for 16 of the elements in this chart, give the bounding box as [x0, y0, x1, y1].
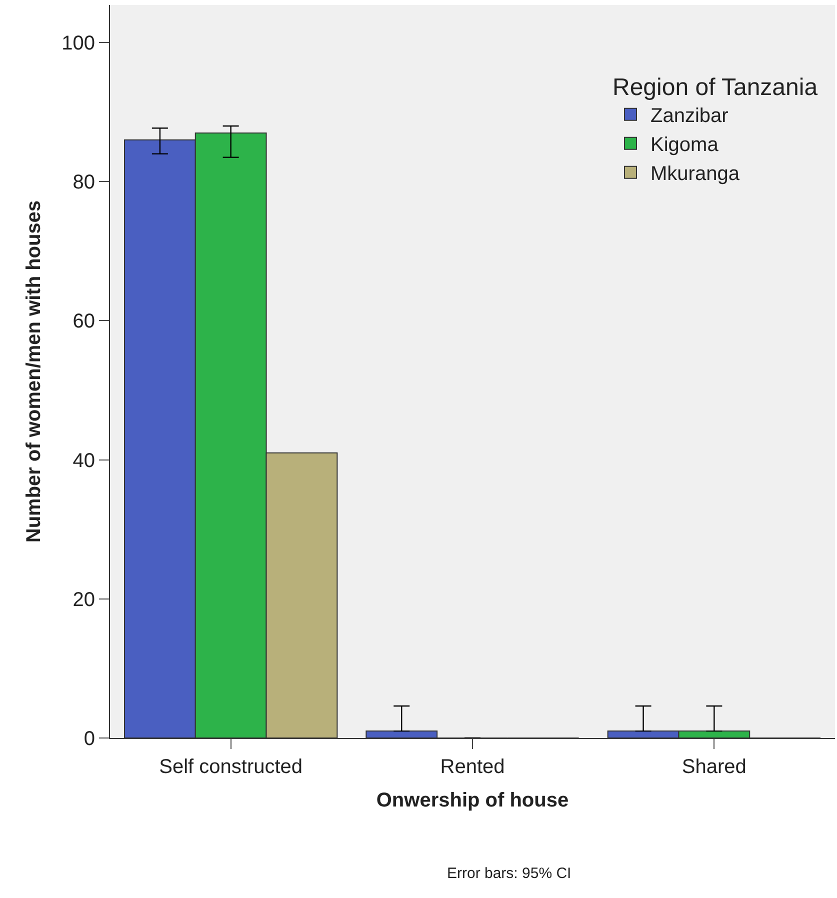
text: Error bars: 95% CI [447, 865, 572, 882]
y-tick-label: 60 [72, 310, 95, 333]
y-tick-label: 80 [72, 172, 95, 194]
legend-label: Zanzibar [650, 105, 729, 128]
legend-label: Mkuranga [650, 163, 740, 186]
x-tick-label: Rented [440, 756, 505, 778]
y-tick-label: 100 [62, 32, 95, 55]
y-tick-label: 40 [72, 450, 95, 472]
x-tick-label: Self constructed [159, 756, 303, 778]
x-tick-label: Shared [682, 756, 746, 778]
legend-label: Kigoma [650, 134, 720, 156]
legend-title: Region of Tanzania [612, 74, 818, 101]
x-axis-title: Onwership of house [376, 790, 569, 812]
y-tick-label: 20 [72, 588, 95, 611]
y-axis-title: Number of women/men with houses [23, 200, 46, 543]
y-tick-label: 0 [84, 728, 95, 750]
